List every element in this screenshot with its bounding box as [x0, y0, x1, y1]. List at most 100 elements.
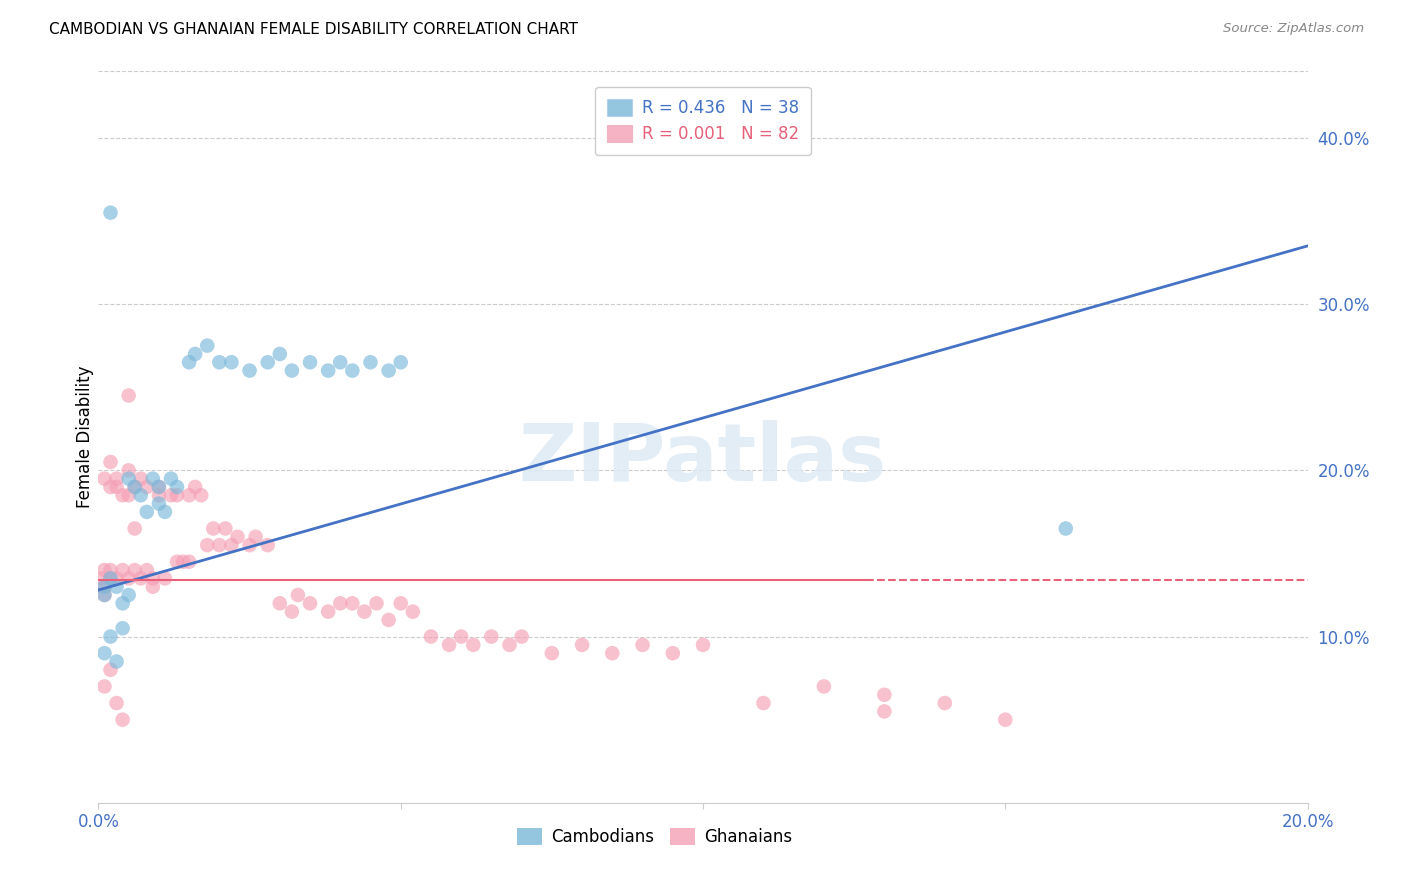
- Ghanaians: [571, 638, 593, 652]
- Ghanaians: [256, 538, 278, 552]
- Ghanaians: [202, 521, 225, 535]
- Ghanaians: [281, 605, 304, 619]
- Ghanaians: [463, 638, 485, 652]
- Ghanaians: [661, 646, 683, 660]
- Ghanaians: [190, 488, 212, 502]
- Cambodians: [118, 472, 141, 486]
- Ghanaians: [481, 630, 503, 644]
- Cambodians: [148, 497, 170, 511]
- Ghanaians: [148, 480, 170, 494]
- Ghanaians: [105, 480, 128, 494]
- Ghanaians: [160, 488, 183, 502]
- Ghanaians: [602, 646, 624, 660]
- Ghanaians: [100, 455, 122, 469]
- Ghanaians: [316, 605, 339, 619]
- Ghanaians: [142, 571, 165, 585]
- Cambodians: [377, 363, 399, 377]
- Ghanaians: [166, 555, 188, 569]
- Cambodians: [93, 588, 115, 602]
- Cambodians: [184, 347, 207, 361]
- Ghanaians: [420, 630, 443, 644]
- Ghanaians: [172, 555, 194, 569]
- Ghanaians: [129, 571, 152, 585]
- Cambodians: [100, 571, 122, 585]
- Ghanaians: [450, 630, 472, 644]
- Ghanaians: [245, 530, 267, 544]
- Ghanaians: [166, 488, 188, 502]
- Ghanaians: [90, 571, 112, 585]
- Ghanaians: [179, 555, 201, 569]
- Text: CAMBODIAN VS GHANAIAN FEMALE DISABILITY CORRELATION CHART: CAMBODIAN VS GHANAIAN FEMALE DISABILITY …: [49, 22, 578, 37]
- Ghanaians: [142, 580, 165, 594]
- Ghanaians: [118, 488, 141, 502]
- Cambodians: [153, 505, 176, 519]
- Ghanaians: [100, 480, 122, 494]
- Cambodians: [299, 355, 322, 369]
- Ghanaians: [498, 638, 520, 652]
- Ghanaians: [100, 563, 122, 577]
- Ghanaians: [342, 596, 364, 610]
- Cambodians: [281, 363, 304, 377]
- Cambodians: [195, 338, 218, 352]
- Cambodians: [129, 488, 152, 502]
- Ghanaians: [93, 563, 115, 577]
- Ghanaians: [329, 596, 352, 610]
- Ghanaians: [93, 680, 115, 694]
- Cambodians: [221, 355, 243, 369]
- Ghanaians: [692, 638, 714, 652]
- Ghanaians: [135, 480, 157, 494]
- Ghanaians: [873, 705, 896, 719]
- Ghanaians: [226, 530, 249, 544]
- Ghanaians: [118, 571, 141, 585]
- Cambodians: [105, 655, 128, 669]
- Y-axis label: Female Disability: Female Disability: [76, 366, 94, 508]
- Ghanaians: [118, 388, 141, 402]
- Ghanaians: [873, 688, 896, 702]
- Ghanaians: [631, 638, 654, 652]
- Ghanaians: [105, 472, 128, 486]
- Cambodians: [166, 480, 188, 494]
- Cambodians: [208, 355, 231, 369]
- Ghanaians: [153, 571, 176, 585]
- Cambodians: [160, 472, 183, 486]
- Cambodians: [93, 646, 115, 660]
- Ghanaians: [111, 563, 134, 577]
- Ghanaians: [994, 713, 1017, 727]
- Cambodians: [142, 472, 165, 486]
- Cambodians: [342, 363, 364, 377]
- Ghanaians: [148, 488, 170, 502]
- Ghanaians: [93, 588, 115, 602]
- Ghanaians: [377, 613, 399, 627]
- Ghanaians: [540, 646, 562, 660]
- Ghanaians: [93, 472, 115, 486]
- Ghanaians: [124, 521, 146, 535]
- Ghanaians: [934, 696, 956, 710]
- Ghanaians: [287, 588, 309, 602]
- Ghanaians: [299, 596, 322, 610]
- Text: ZIPatlas: ZIPatlas: [519, 420, 887, 498]
- Ghanaians: [135, 563, 157, 577]
- Ghanaians: [118, 463, 141, 477]
- Ghanaians: [105, 571, 128, 585]
- Cambodians: [269, 347, 291, 361]
- Legend: Cambodians, Ghanaians: Cambodians, Ghanaians: [510, 822, 799, 853]
- Ghanaians: [402, 605, 425, 619]
- Ghanaians: [214, 521, 236, 535]
- Cambodians: [100, 630, 122, 644]
- Ghanaians: [510, 630, 533, 644]
- Cambodians: [148, 480, 170, 494]
- Ghanaians: [269, 596, 291, 610]
- Ghanaians: [221, 538, 243, 552]
- Cambodians: [135, 505, 157, 519]
- Ghanaians: [366, 596, 388, 610]
- Ghanaians: [129, 472, 152, 486]
- Cambodians: [1054, 521, 1077, 535]
- Cambodians: [239, 363, 262, 377]
- Ghanaians: [208, 538, 231, 552]
- Ghanaians: [353, 605, 375, 619]
- Ghanaians: [111, 488, 134, 502]
- Cambodians: [179, 355, 201, 369]
- Text: Source: ZipAtlas.com: Source: ZipAtlas.com: [1223, 22, 1364, 36]
- Ghanaians: [100, 663, 122, 677]
- Ghanaians: [184, 480, 207, 494]
